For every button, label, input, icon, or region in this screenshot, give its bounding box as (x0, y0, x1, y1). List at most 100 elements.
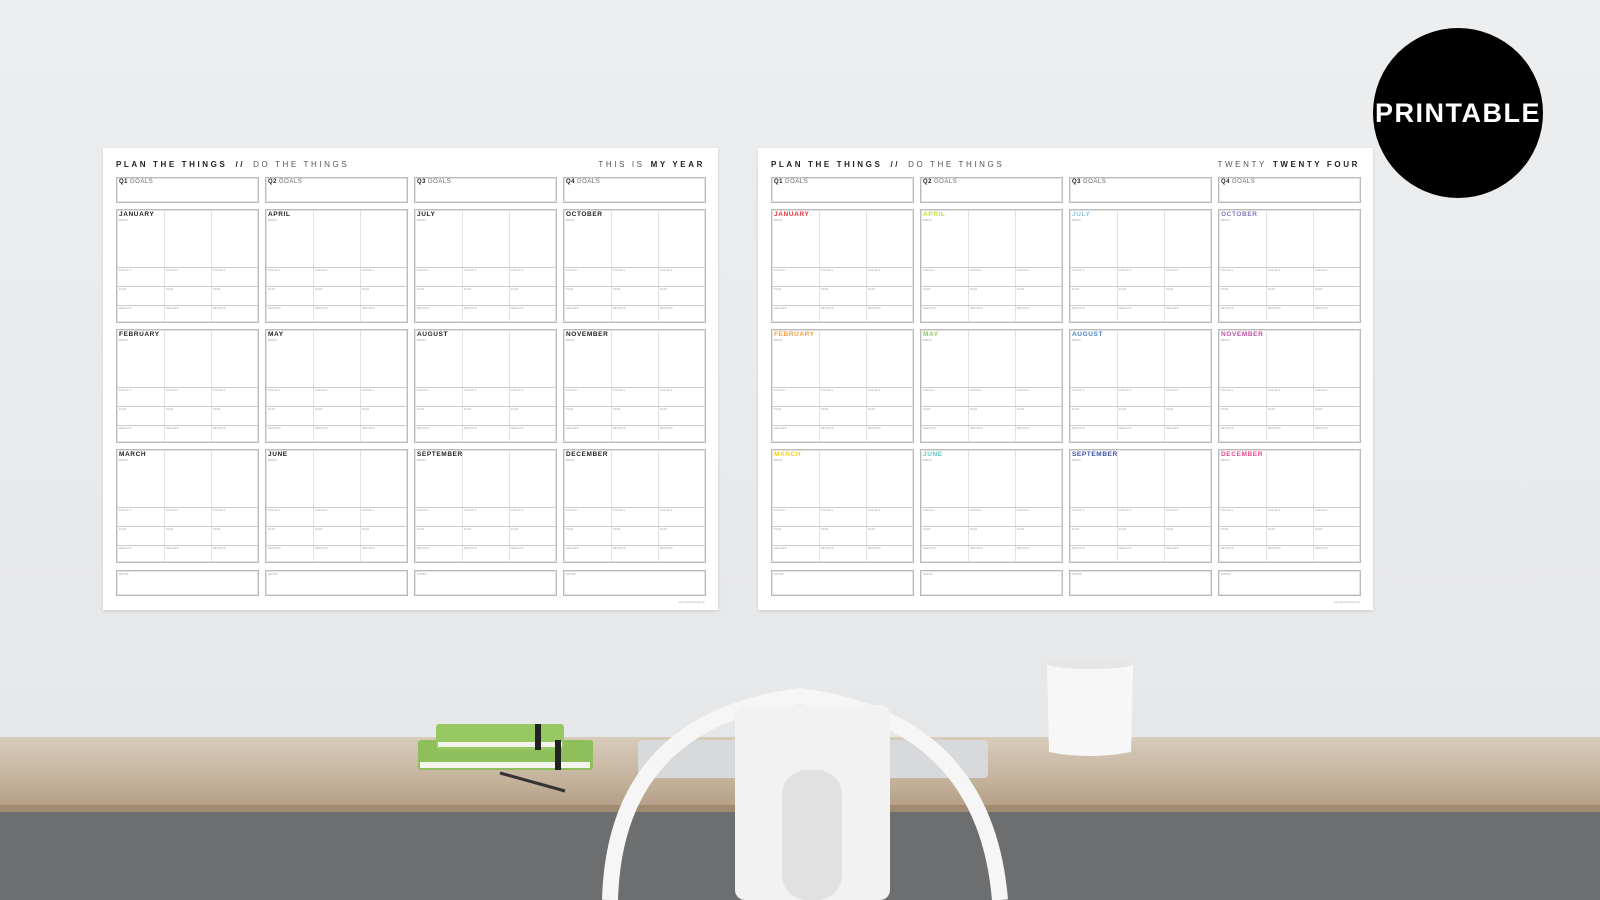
row-divider (921, 545, 1062, 546)
month-name: MAY (923, 331, 939, 338)
header-do: DO THE THINGS (253, 160, 350, 169)
month-sublabel: BRAIN (119, 459, 128, 462)
month-box-february: FEBRUARY BRAIN FOCUS 1 FOCUS 2 FOCUS 3 PLAN PL… (116, 329, 259, 443)
row-divider (1070, 286, 1211, 287)
column-divider (611, 210, 612, 322)
cell-label: FOCUS 3 (1166, 389, 1179, 392)
row-divider (117, 425, 258, 426)
cell-label: PLAN (1072, 288, 1080, 291)
cell-label: FOCUS 2 (166, 509, 179, 512)
footer-url: www.planthethings.com (678, 601, 705, 604)
row-divider (1070, 526, 1211, 527)
cell-label: RESULTS (970, 547, 983, 550)
column-divider (819, 330, 820, 442)
cell-label: PLAN (1119, 408, 1127, 411)
cell-label: PLAN (1221, 528, 1229, 531)
column-divider (211, 330, 212, 442)
column-divider (658, 210, 659, 322)
goals-box-q1: Q1 GOALS (116, 177, 259, 203)
cell-label: PLAN (315, 408, 323, 411)
cell-label: FOCUS 3 (1315, 509, 1328, 512)
notes-box: NOTES (265, 570, 408, 596)
month-sublabel: BRAIN (566, 219, 575, 222)
cell-label: RESULTS (774, 427, 787, 430)
month-name: APRIL (268, 211, 291, 218)
column-divider (164, 210, 165, 322)
row-divider (415, 267, 556, 268)
row-divider (1070, 507, 1211, 508)
cell-label: FOCUS 3 (868, 269, 881, 272)
row-divider (564, 507, 705, 508)
column-divider (968, 450, 969, 562)
cell-label: PLAN (566, 528, 574, 531)
month-box-may: MAY BRAIN FOCUS 1 FOCUS 2 FOCUS 3 PLAN PLAN PLA… (265, 329, 408, 443)
column-divider (866, 450, 867, 562)
cell-label: FOCUS 2 (613, 389, 626, 392)
row-divider (772, 267, 913, 268)
row-divider (1219, 526, 1360, 527)
month-sublabel: BRAIN (1221, 219, 1230, 222)
row-divider (772, 286, 913, 287)
cell-label: PLAN (511, 528, 519, 531)
month-name: AUGUST (1072, 331, 1104, 338)
column-divider (1266, 210, 1267, 322)
month-sublabel: BRAIN (774, 219, 783, 222)
cell-label: FOCUS 2 (970, 269, 983, 272)
cell-label: PLAN (119, 408, 127, 411)
goals-box-q1: Q1 GOALS (771, 177, 914, 203)
goals-word: GOALS (1083, 179, 1107, 185)
month-name: AUGUST (417, 331, 449, 338)
goals-label: Q4 GOALS (566, 179, 600, 185)
mug (1047, 659, 1133, 756)
row-divider (266, 267, 407, 268)
cell-label: RESULTS (1315, 427, 1328, 430)
cell-label: PLAN (1315, 408, 1323, 411)
row-divider (564, 387, 705, 388)
month-box-january: JANUARY BRAIN FOCUS 1 FOCUS 2 FOCUS 3 PLAN PLA… (116, 209, 259, 323)
month-name: JANUARY (119, 211, 155, 218)
month-box-december: DECEMBER BRAIN FOCUS 1 FOCUS 2 FOCUS 3 PLAN PL… (1218, 449, 1361, 563)
row-divider (1219, 286, 1360, 287)
cell-label: PLAN (1268, 528, 1276, 531)
header-separator: // (235, 160, 246, 169)
footer-url: www.planthethings.com (1333, 601, 1360, 604)
cell-label: PLAN (362, 288, 370, 291)
cell-label: FOCUS 1 (119, 509, 132, 512)
cell-label: FOCUS 1 (923, 509, 936, 512)
row-divider (1219, 545, 1360, 546)
column-divider (211, 450, 212, 562)
header-right-bold: TWENTY FOUR (1272, 160, 1360, 169)
cell-label: RESULTS (166, 307, 179, 310)
row-divider (266, 286, 407, 287)
month-box-october: OCTOBER BRAIN FOCUS 1 FOCUS 2 FOCUS 3 PLAN PLA… (1218, 209, 1361, 323)
cell-label: RESULTS (868, 307, 881, 310)
goals-word: GOALS (428, 179, 452, 185)
cell-label: RESULTS (566, 547, 579, 550)
column-divider (658, 450, 659, 562)
month-box-june: JUNE BRAIN FOCUS 1 FOCUS 2 FOCUS 3 PLAN PLAN PL… (265, 449, 408, 563)
cell-label: RESULTS (774, 307, 787, 310)
cell-label: FOCUS 1 (119, 389, 132, 392)
cell-label: FOCUS 2 (464, 269, 477, 272)
goals-box-q4: Q4 GOALS (1218, 177, 1361, 203)
cell-label: RESULTS (213, 307, 226, 310)
month-sublabel: BRAIN (566, 459, 575, 462)
cell-label: PLAN (868, 528, 876, 531)
cell-label: PLAN (660, 408, 668, 411)
cell-label: PLAN (464, 288, 472, 291)
cell-label: RESULTS (821, 307, 834, 310)
row-divider (772, 545, 913, 546)
cell-label: RESULTS (1315, 307, 1328, 310)
cell-label: FOCUS 2 (315, 269, 328, 272)
row-divider (1070, 406, 1211, 407)
month-box-july: JULY BRAIN FOCUS 1 FOCUS 2 FOCUS 3 PLAN PLAN PL… (1069, 209, 1212, 323)
cell-label: FOCUS 1 (566, 389, 579, 392)
column-divider (360, 450, 361, 562)
header-right-light: THIS IS (598, 160, 645, 169)
cell-label: PLAN (970, 288, 978, 291)
month-name: OCTOBER (566, 211, 603, 218)
month-name: FEBRUARY (774, 331, 815, 338)
goals-label: Q3 GOALS (1072, 179, 1106, 185)
cell-label: RESULTS (868, 427, 881, 430)
notes-label: NOTES (1072, 573, 1082, 576)
